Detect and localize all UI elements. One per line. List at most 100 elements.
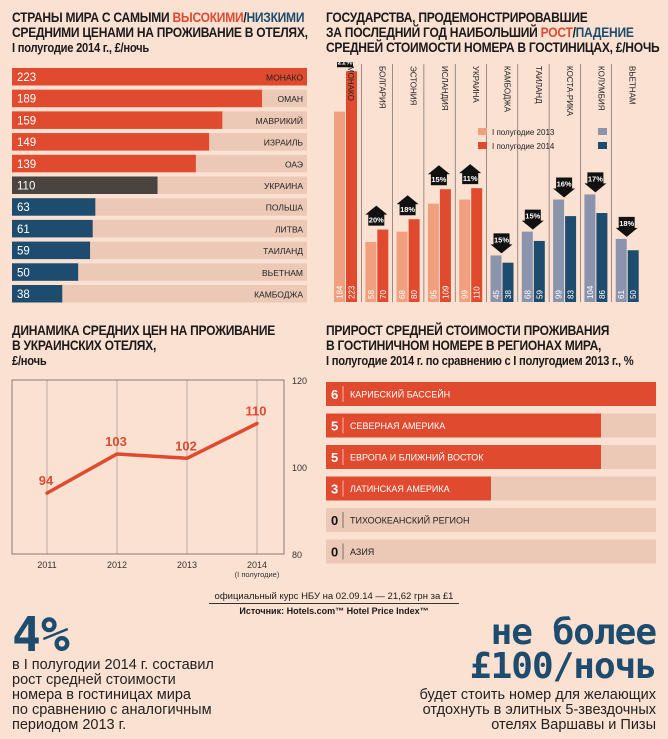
stat-right-line1: будет стоить номер для желающих — [419, 687, 656, 703]
change-percent-label: 21% — [337, 62, 352, 66]
bar-2014-КОСТА-РИКА — [565, 216, 577, 302]
panel2-title: ГОСУДАРСТВА, ПРОДЕМОНСТРИРОВАВШИЕ ЗА ПОС… — [326, 9, 660, 55]
bar-УКРАИНА — [12, 176, 158, 194]
stat-left-text: в I полугодии 2014 г. составил рост сред… — [12, 658, 214, 733]
bar-2013-БОЛГАРИЯ — [365, 241, 377, 302]
bar-value-label: 38 — [17, 289, 30, 301]
stat-left-line2: рост средней стоимости — [12, 672, 176, 688]
bar-value-label: 139 — [17, 159, 36, 171]
panel4-title: ПРИРОСТ СРЕДНЕЙ СТОИМОСТИ ПРОЖИВАНИЯ В Г… — [326, 323, 634, 369]
exchange-rate-text: официальный курс НБУ на 02.09.14 — 21,62… — [208, 591, 460, 604]
country-prices-bar-chart: 223 МОНАКО 189 ОМАН 159 МАВРИКИЙ 149 ИЗРАИЛЬ 139… — [12, 68, 307, 303]
change-percent-label: 15% — [431, 175, 446, 184]
arrow-up-icon — [365, 205, 388, 226]
arrow-down-icon — [553, 177, 576, 198]
stat-left-line1: в I полугодии 2014 г. составил — [12, 657, 214, 673]
legend-label-2014: I полугодие 2014 — [492, 142, 555, 151]
change-percent-label: 20% — [369, 216, 384, 225]
bar-category-label: СЕВЕРНАЯ АМЕРИКА — [350, 421, 445, 431]
change-percent-label: 18% — [400, 205, 415, 214]
bar-2014-value: 80 — [410, 290, 419, 299]
bar-2013-value: 45 — [492, 290, 501, 299]
stat-left-line3: номера в гостиницах мира — [12, 687, 191, 703]
bar-category-label: ТИХООКЕАНСКИЙ РЕГИОН — [350, 515, 469, 526]
region-growth-bar-chart: 6 КАРИБСКИЙ БАССЕЙН 5 СЕВЕРНАЯ АМЕРИКА 5 ЕВРО… — [326, 382, 656, 564]
arrow-down-icon — [615, 216, 638, 237]
bar-value-label: 149 — [17, 137, 36, 149]
bar-2013-ТАИЛАНД — [521, 231, 533, 302]
bar-track — [326, 539, 656, 564]
price-change-bar-chart: 184223МОНАКО21%5870БОЛГАРИЯ20%6880ЭСТОНИ… — [334, 62, 639, 303]
data-point-label: 103 — [105, 434, 127, 449]
bar-category-label: ВЬЕТНАМ — [262, 268, 303, 278]
bar-2014-ТАИЛАНД — [533, 240, 545, 302]
bar-ЛАТИНСКАЯ АМЕРИКА — [326, 476, 491, 501]
bar-2013-value: 58 — [367, 290, 376, 299]
category-label: КАМБОДЖА — [503, 66, 512, 113]
bar-ПОЛЬША — [12, 198, 96, 216]
bar-2013-КАМБОДЖА — [490, 255, 502, 302]
panel2-title-line3: СРЕДНЕЙ СТОИМОСТИ НОМЕРА В ГОСТИНИЦАХ, £… — [326, 39, 660, 55]
bar-2014-УКРАИНА — [471, 188, 483, 302]
bar-ОАЭ — [12, 154, 196, 173]
bar-category-label: МОНАКО — [266, 73, 303, 83]
bar-2014-value: 59 — [535, 290, 544, 299]
panel1-title-sep: / — [243, 9, 247, 25]
bar-2014-value: 86 — [598, 290, 607, 299]
change-percent-label: 11% — [463, 174, 478, 183]
bar-2014-МОНАКО — [346, 71, 357, 303]
stat-right-line2: отдохнуть в элитных 5-звездочных — [422, 702, 656, 718]
bar-2014-БОЛГАРИЯ — [377, 229, 389, 302]
bar-value-label: 0 — [331, 545, 338, 560]
panel3-title-line1: ДИНАМИКА СРЕДНИХ ЦЕН НА ПРОЖИВАНИЕ — [12, 322, 276, 338]
legend-swatch-2013-fall — [598, 128, 607, 135]
panel3-title-line2: В УКРАИНСКИХ ОТЕЛЯХ, — [12, 337, 157, 353]
legend-swatch-2014-rise — [478, 142, 487, 149]
bar-category-label: ОАЭ — [285, 159, 303, 169]
bar-2013-value: 99 — [555, 290, 564, 299]
stat-right-big: не более £100/ночь — [469, 615, 657, 687]
legend-label-2013: I полугодие 2013 — [492, 128, 555, 137]
legend-swatch-2013-rise — [478, 128, 487, 135]
bar-2013-value: 184 — [336, 285, 345, 299]
bar-2014-value: 109 — [441, 285, 450, 299]
bar-ЕВРОПА И БЛИЖНИЙ ВОСТОК — [326, 445, 601, 469]
ukraine-price-line — [45, 421, 259, 495]
bar-2013-value: 99 — [461, 290, 470, 299]
panel1-title-prefix: СТРАНЫ МИРА С САМЫМИ — [12, 9, 173, 25]
stat-left-line5: периодом 2013 г. — [12, 717, 127, 733]
bar-category-label: ТАИЛАНД — [263, 246, 303, 256]
x-tick-label: 2013 — [177, 560, 197, 570]
change-percent-label: 15% — [525, 212, 540, 221]
category-label: УКРАИНА — [471, 66, 480, 103]
panel1-title-high: ВЫСОКИМИ — [172, 9, 244, 25]
category-label: МОНАКО — [346, 66, 355, 101]
stat-left-big: 4% — [12, 607, 70, 663]
bar-category-label: ОМАН — [278, 94, 304, 104]
y-tick-label: 100 — [292, 463, 307, 473]
bar-value-label: 50 — [17, 267, 30, 279]
bar-2013-МОНАКО — [334, 111, 345, 302]
bar-ОМАН — [12, 89, 263, 108]
bar-СЕВЕРНАЯ АМЕРИКА — [326, 413, 601, 438]
panel2-title-fall: ПАДЕНИЕ — [575, 24, 634, 40]
panel2-title-line1: ГОСУДАРСТВА, ПРОДЕМОНСТРИРОВАВШИЕ — [326, 9, 588, 25]
category-label: БОЛГАРИЯ — [377, 66, 386, 109]
bar-value-label: 63 — [17, 202, 30, 214]
x-tick-label: 2014 — [247, 560, 267, 570]
bar-track — [12, 263, 307, 281]
bar-2013-value: 68 — [398, 290, 407, 299]
arrow-down-icon — [521, 209, 544, 230]
bar-ТАИЛАНД — [12, 241, 91, 260]
arrow-up-icon — [396, 195, 419, 216]
panel1-title-low: НИЗКИМИ — [246, 9, 305, 25]
panel2-title-sep: / — [572, 24, 576, 40]
bar-2014-КОЛУМБИЯ — [596, 213, 608, 302]
plot-frame — [11, 379, 285, 555]
bar-2014-ИСЛАНДИЯ — [439, 189, 451, 302]
bar-category-label: КАРИБСКИЙ БАССЕЙН — [350, 389, 450, 400]
stat-right-big-line2: £100/ночь — [469, 646, 657, 687]
data-point-label: 110 — [246, 404, 267, 419]
stat-right-line3: отелях Варшавы и Пизы — [491, 717, 656, 733]
x-tick-sublabel: (I полугодие) — [235, 570, 280, 579]
